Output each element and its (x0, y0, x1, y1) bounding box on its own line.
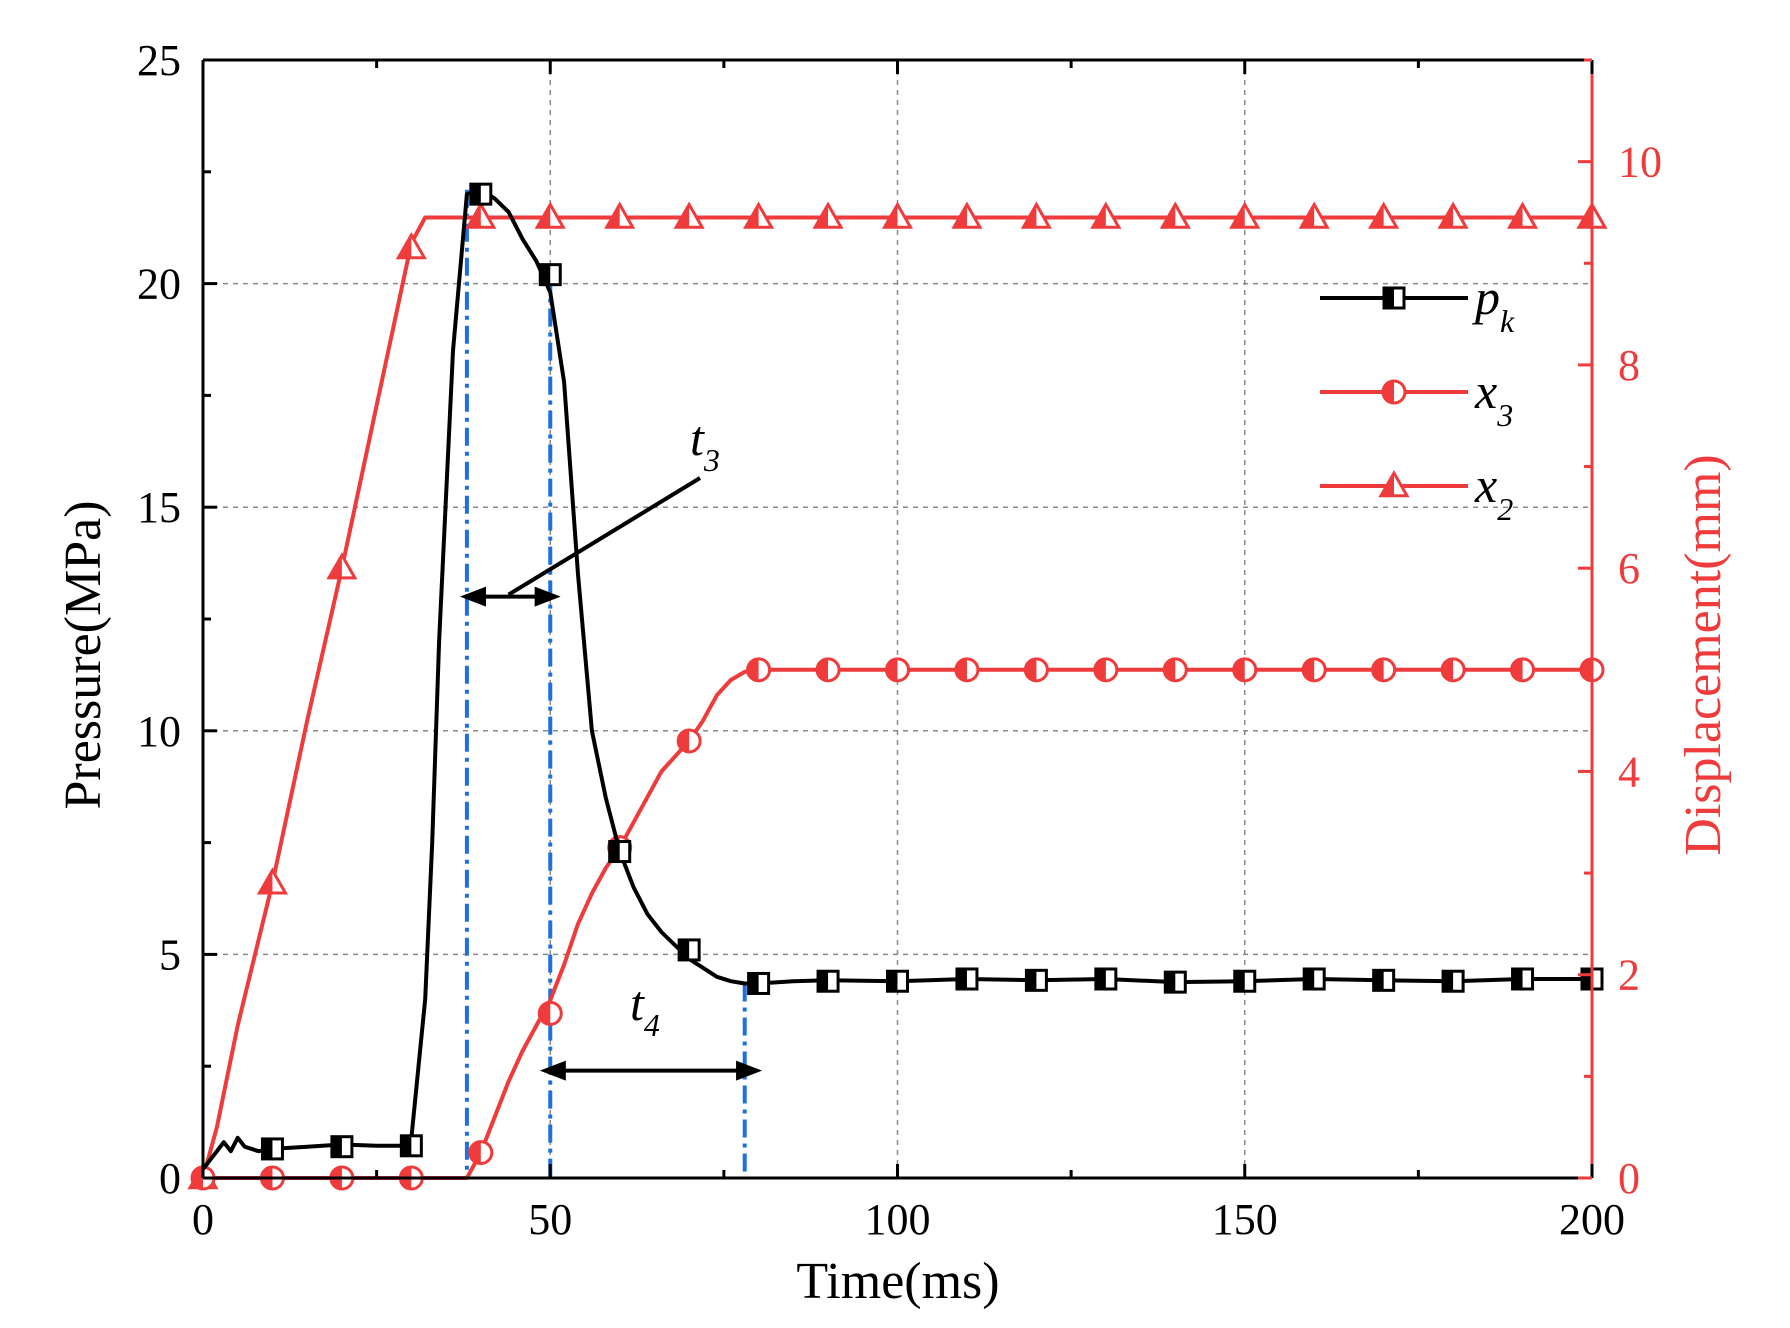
circle-half-marker (1232, 657, 1258, 683)
triangle-half-marker (951, 201, 983, 229)
square-half-marker (399, 1134, 423, 1158)
x-tick-label: 0 (192, 1195, 214, 1244)
square-half-marker (1441, 969, 1465, 993)
triangle-half-marker (604, 201, 636, 229)
y-left-tick-label: 0 (159, 1154, 181, 1203)
x-tick-label: 100 (865, 1195, 931, 1244)
x-tick-label: 150 (1212, 1195, 1278, 1244)
triangle-half-marker (1506, 201, 1539, 229)
y-left-tick-label: 25 (137, 36, 181, 85)
circle-half-marker (1371, 657, 1397, 683)
y-right-tick-label: 4 (1618, 747, 1640, 796)
circle-half-marker (1381, 379, 1407, 405)
triangle-half-marker (673, 201, 705, 229)
square-half-marker (1511, 967, 1535, 991)
legend-label: x2 (1474, 457, 1513, 527)
circle-half-marker (676, 728, 702, 754)
x-tick-label: 50 (528, 1195, 572, 1244)
arrow-head (736, 1060, 763, 1081)
annotation-label-t3: t3 (690, 410, 720, 478)
square-half-marker (1372, 968, 1396, 992)
circle-half-marker (1510, 657, 1536, 683)
square-half-marker (608, 840, 632, 864)
y-left-tick-label: 10 (137, 707, 181, 756)
triangle-half-marker (812, 201, 844, 229)
series (187, 182, 1608, 1191)
arrow-head (459, 586, 486, 607)
circle-half-marker (815, 657, 841, 683)
y-right-tick-label: 10 (1618, 138, 1662, 187)
triangle-half-marker (1229, 201, 1261, 229)
y-left-tick-label: 5 (159, 930, 181, 979)
legend: pk x3 x2 (1320, 269, 1515, 527)
y-axis-left-title: Pressure(MPa) (55, 500, 112, 809)
annotations: t3 t4 (459, 410, 763, 1081)
y-axis-right-title: Displacement(mm) (1675, 454, 1732, 855)
square-half-marker (816, 969, 840, 993)
triangle-half-marker (326, 552, 358, 580)
circle-half-marker (1023, 657, 1049, 683)
triangle-half-marker (743, 201, 775, 229)
triangle-half-marker (1159, 201, 1191, 229)
legend-entry-p_k: pk (1320, 269, 1515, 339)
square-half-marker (469, 182, 493, 206)
square-half-marker (1024, 968, 1048, 992)
circle-half-marker (1093, 657, 1119, 683)
square-half-marker (1302, 967, 1326, 991)
triangle-half-marker (465, 201, 497, 229)
square-half-marker (677, 938, 701, 962)
triangle-half-marker (1090, 201, 1122, 229)
triangle-half-marker (1298, 201, 1330, 229)
arrow-head (534, 586, 561, 607)
triangle-half-marker (1368, 201, 1400, 229)
triangle-half-marker (256, 867, 289, 895)
triangle-half-marker (1020, 201, 1052, 229)
x-axis-title: Time(ms) (796, 1253, 999, 1310)
guide-lines (464, 189, 747, 1178)
square-half-marker (886, 969, 909, 993)
y-right-tick-label: 2 (1618, 951, 1640, 1000)
circle-half-marker (468, 1140, 494, 1166)
circle-half-marker (537, 1000, 563, 1026)
square-half-marker (747, 971, 771, 995)
triangle-half-marker (534, 201, 566, 229)
square-half-marker (1163, 970, 1187, 994)
square-half-marker (260, 1137, 284, 1161)
y-right-tick-label: 6 (1618, 544, 1640, 593)
square-half-marker (955, 967, 979, 991)
square-half-marker (538, 263, 562, 287)
annotation-pointer-t3 (507, 476, 702, 597)
y-right-tick-label: 0 (1618, 1154, 1640, 1203)
x-tick-label: 200 (1559, 1195, 1625, 1244)
y-left-tick-label: 15 (137, 483, 181, 532)
circle-half-marker (1440, 657, 1466, 683)
legend-entry-x_2: x2 (1320, 457, 1513, 527)
legend-entry-x_3: x3 (1320, 363, 1513, 433)
circle-half-marker (1301, 657, 1327, 683)
triangle-half-marker (881, 201, 914, 229)
square-half-marker (1233, 969, 1257, 993)
legend-label: x3 (1474, 363, 1513, 433)
circle-half-marker (954, 657, 980, 683)
square-half-marker (1094, 967, 1118, 991)
triangle-half-marker (1378, 469, 1410, 498)
y-right-tick-label: 8 (1618, 341, 1640, 390)
series-line-p_k (201, 187, 1592, 1171)
legend-label: pk (1472, 269, 1515, 339)
annotation-label-t4: t4 (630, 975, 660, 1043)
circle-half-marker (885, 657, 910, 683)
circle-half-marker (746, 657, 772, 683)
square-half-marker (330, 1135, 354, 1159)
triangle-half-marker (395, 232, 427, 260)
square-half-marker (1382, 286, 1406, 310)
y-left-tick-label: 20 (137, 260, 181, 309)
circle-half-marker (1162, 657, 1188, 683)
arrow-head (539, 1060, 566, 1081)
triangle-half-marker (1437, 201, 1469, 229)
